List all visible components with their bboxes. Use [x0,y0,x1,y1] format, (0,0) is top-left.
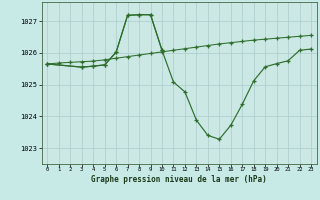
X-axis label: Graphe pression niveau de la mer (hPa): Graphe pression niveau de la mer (hPa) [91,175,267,184]
